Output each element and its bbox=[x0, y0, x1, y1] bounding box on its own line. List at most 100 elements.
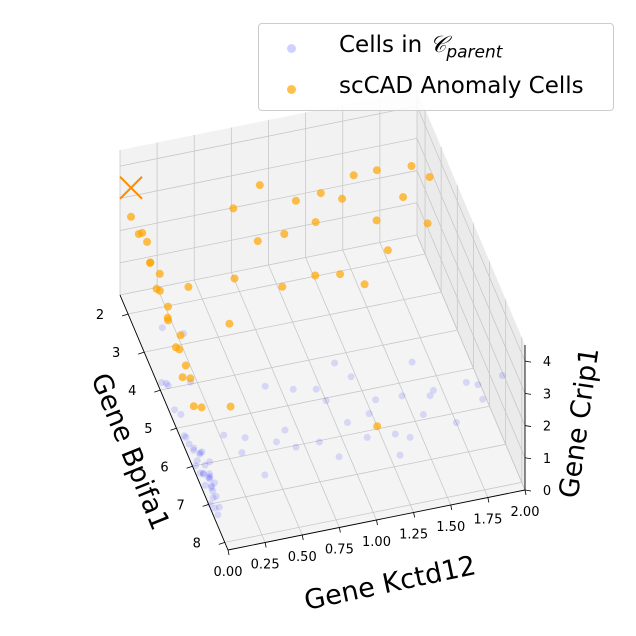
grid-line-z-back bbox=[119, 137, 418, 199]
x-tick-mark bbox=[338, 527, 341, 533]
data-point bbox=[177, 410, 185, 418]
data-point bbox=[391, 430, 399, 438]
data-point bbox=[372, 216, 381, 225]
legend-item-parent: Cells in 𝒞parent bbox=[259, 28, 613, 68]
grid-line-x-floor bbox=[156, 287, 266, 543]
data-point bbox=[225, 319, 234, 328]
data-point bbox=[425, 173, 434, 181]
z-tick-label: 3 bbox=[543, 387, 551, 402]
data-point bbox=[209, 494, 217, 502]
data-point bbox=[311, 271, 320, 280]
data-point bbox=[273, 438, 280, 446]
data-point bbox=[206, 500, 214, 508]
y-tick-mark bbox=[121, 313, 129, 317]
data-point bbox=[197, 403, 206, 412]
data-point bbox=[289, 385, 297, 393]
data-point bbox=[498, 372, 506, 379]
data-point bbox=[312, 385, 320, 393]
y-tick-label: 7 bbox=[177, 498, 185, 513]
y-tick-label: 6 bbox=[160, 460, 168, 475]
y-tick-mark bbox=[218, 542, 225, 545]
legend-marker-parent bbox=[287, 44, 296, 53]
data-point bbox=[199, 470, 207, 478]
grid-line-y-floor bbox=[127, 253, 426, 315]
legend-label-parent: Cells in 𝒞parent bbox=[339, 32, 503, 63]
data-point bbox=[399, 193, 408, 202]
data-point bbox=[206, 470, 213, 478]
grid-line-z-side bbox=[416, 170, 526, 426]
data-point bbox=[215, 503, 223, 511]
x-tick-label: 0.50 bbox=[288, 550, 317, 565]
grid-line-x-floor bbox=[342, 249, 452, 506]
data-point bbox=[164, 316, 173, 325]
grid-line-z-back bbox=[119, 105, 418, 167]
data-point bbox=[360, 280, 369, 289]
data-point bbox=[127, 212, 135, 221]
y-tick-mark bbox=[202, 503, 209, 507]
x-tick-mark bbox=[413, 512, 416, 518]
z-tick-mark bbox=[524, 489, 532, 492]
z-tick-label: 2 bbox=[543, 420, 551, 435]
data-point bbox=[162, 379, 170, 387]
data-point bbox=[190, 446, 198, 454]
x-tick-mark bbox=[301, 534, 304, 541]
data-point bbox=[398, 392, 406, 400]
data-point bbox=[373, 422, 382, 431]
data-point bbox=[423, 219, 432, 228]
grid-line-z-side bbox=[416, 234, 526, 491]
data-point bbox=[311, 218, 320, 227]
z-tick-mark bbox=[524, 392, 532, 395]
y-tick-label: 4 bbox=[128, 384, 136, 399]
data-point bbox=[429, 386, 437, 394]
grid-line-x-floor bbox=[193, 279, 303, 536]
data-point bbox=[372, 166, 381, 175]
data-point bbox=[211, 479, 218, 487]
cross-marker bbox=[119, 176, 143, 200]
data-point bbox=[255, 181, 264, 190]
data-point bbox=[184, 282, 193, 291]
data-point bbox=[479, 395, 487, 403]
data-point bbox=[336, 270, 345, 279]
tick-labels: 0.00 0.25 0.50 0.75 1.00 1.25 1.50 1.75 2.00 2 3 4 5… bbox=[96, 308, 551, 580]
z-tick-label: 1 bbox=[543, 452, 551, 467]
x-tick-label: 0.25 bbox=[251, 558, 280, 573]
y-axis-line bbox=[119, 294, 229, 551]
data-point bbox=[206, 475, 214, 483]
data-point bbox=[207, 482, 215, 490]
data-point bbox=[185, 440, 193, 448]
data-point bbox=[363, 433, 371, 441]
data-point bbox=[316, 189, 325, 198]
x-tick-label: 1.75 bbox=[473, 513, 502, 528]
data-point bbox=[176, 331, 185, 340]
data-point bbox=[349, 171, 358, 180]
grid-line-y-floor bbox=[192, 405, 490, 467]
x-tick-label: 0.00 bbox=[214, 565, 243, 580]
data-point bbox=[164, 382, 172, 390]
data-point bbox=[178, 373, 187, 382]
x-axis-label: Gene Kctd12 bbox=[302, 550, 479, 617]
data-point bbox=[338, 194, 347, 203]
data-point bbox=[396, 451, 404, 459]
data-point bbox=[138, 228, 147, 237]
data-point bbox=[180, 432, 188, 440]
z-tick-mark bbox=[524, 360, 532, 363]
grid-line-y-floor bbox=[208, 443, 506, 505]
data-point bbox=[186, 374, 195, 383]
data-point bbox=[196, 449, 204, 457]
x-tick-mark bbox=[450, 504, 453, 511]
x-tick-mark bbox=[524, 489, 527, 496]
series-parent-cells bbox=[158, 324, 506, 519]
data-point bbox=[335, 453, 343, 461]
data-point bbox=[158, 379, 166, 386]
data-point bbox=[220, 431, 228, 439]
y-tick-mark bbox=[186, 465, 193, 469]
data-point bbox=[199, 469, 207, 477]
z-tick-mark bbox=[524, 457, 532, 460]
data-point bbox=[230, 274, 239, 283]
data-point bbox=[291, 196, 300, 205]
grid-line-z-side bbox=[416, 105, 526, 362]
grid-line-x-floor bbox=[305, 257, 414, 513]
data-point bbox=[406, 433, 414, 441]
grid-line-y-floor bbox=[176, 367, 474, 429]
